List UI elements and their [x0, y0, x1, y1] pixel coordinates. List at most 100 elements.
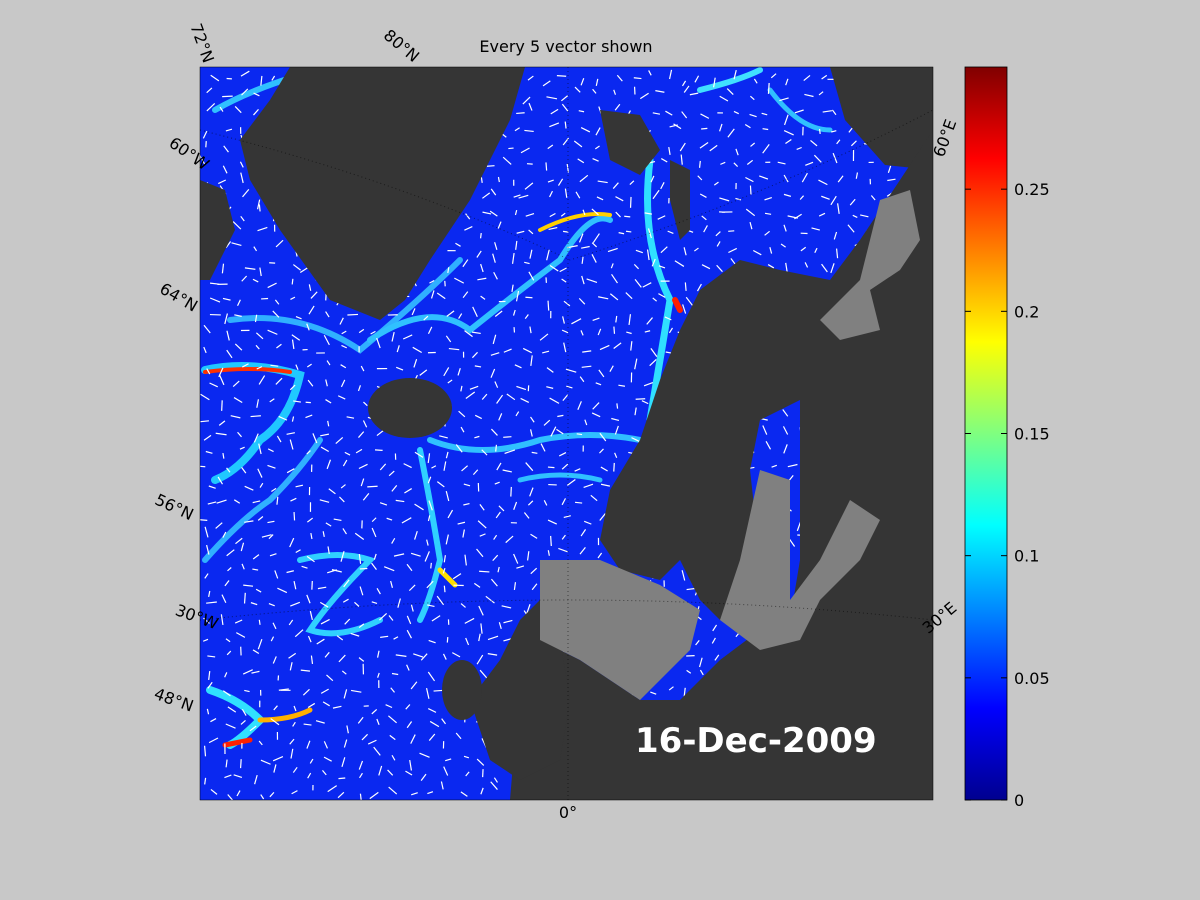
- vector: [472, 331, 481, 335]
- vector: [503, 619, 513, 624]
- vector: [664, 316, 672, 321]
- vector: [222, 531, 227, 538]
- vector: [325, 399, 332, 404]
- vector: [273, 705, 278, 711]
- vector: [258, 375, 266, 385]
- vector: [354, 601, 360, 607]
- vector: [701, 264, 711, 270]
- vector: [683, 247, 687, 256]
- vector: [498, 622, 502, 630]
- colorbar-tick-label: 0.2: [1014, 302, 1039, 321]
- vector: [658, 265, 666, 269]
- vector: [477, 520, 487, 529]
- vector: [240, 215, 245, 222]
- vector: [783, 224, 787, 232]
- vector: [215, 522, 223, 529]
- vector: [258, 619, 261, 625]
- vector: [655, 90, 665, 93]
- vector: [463, 755, 470, 759]
- vector: [307, 772, 312, 779]
- vector: [227, 794, 234, 800]
- vector: [278, 415, 288, 421]
- land: [200, 67, 933, 800]
- vector: [464, 330, 473, 338]
- vector: [233, 397, 243, 404]
- vector: [203, 346, 207, 354]
- vector: [779, 97, 789, 102]
- vector: [251, 670, 260, 674]
- vector: [340, 379, 346, 388]
- vector: [257, 638, 263, 650]
- vector: [698, 657, 703, 668]
- vector: [735, 197, 742, 201]
- vector: [477, 277, 487, 281]
- vector: [207, 681, 213, 689]
- vector: [342, 459, 348, 467]
- vector: [794, 213, 802, 220]
- vector: [464, 554, 467, 566]
- vector: [379, 502, 388, 506]
- vector: [206, 601, 217, 604]
- vector: [340, 551, 345, 562]
- vector: [481, 393, 488, 400]
- vector: [635, 398, 646, 400]
- vector: [564, 188, 568, 198]
- vector: [618, 232, 625, 235]
- vector: [332, 705, 342, 709]
- vector: [586, 278, 598, 284]
- vector: [681, 570, 686, 581]
- vector: [546, 386, 554, 389]
- vector: [591, 254, 597, 263]
- vector: [354, 532, 365, 540]
- vector: [424, 551, 430, 562]
- vector: [887, 178, 896, 182]
- vector: [252, 278, 259, 283]
- vector: [310, 655, 314, 665]
- vector: [516, 565, 525, 569]
- vector: [231, 242, 242, 247]
- vector: [218, 179, 227, 185]
- vector: [425, 688, 430, 699]
- vector: [455, 242, 461, 247]
- vector: [561, 278, 567, 283]
- vector: [563, 342, 567, 353]
- vector: [514, 364, 522, 369]
- vector: [633, 263, 640, 270]
- vector: [639, 92, 649, 100]
- vector: [497, 176, 500, 183]
- vector: [379, 463, 387, 471]
- vector: [347, 313, 359, 316]
- vector: [312, 433, 318, 444]
- vector: [454, 277, 465, 284]
- vector: [668, 327, 674, 334]
- vector: [291, 278, 294, 285]
- vector: [306, 740, 311, 749]
- vector: [818, 179, 828, 186]
- vector: [414, 531, 418, 540]
- vector: [371, 562, 377, 571]
- vector: [749, 95, 755, 101]
- vector: [727, 128, 735, 138]
- vector: [573, 140, 583, 148]
- vector: [208, 737, 219, 744]
- vector: [376, 337, 381, 349]
- vector: [250, 602, 258, 606]
- vector: [525, 462, 534, 472]
- vector: [821, 74, 828, 80]
- vector: [679, 142, 686, 152]
- vector: [357, 385, 362, 392]
- vector: [634, 358, 638, 370]
- vector: [339, 317, 344, 325]
- vector: [657, 215, 666, 220]
- vector: [278, 688, 289, 691]
- vector: [478, 633, 481, 642]
- vector: [539, 333, 549, 341]
- vector: [530, 429, 533, 437]
- vector: [377, 672, 380, 678]
- vector: [240, 720, 246, 725]
- vector: [316, 638, 325, 645]
- vector: [436, 595, 445, 606]
- vector: [308, 305, 315, 315]
- vector: [513, 582, 517, 590]
- vector: [592, 402, 600, 410]
